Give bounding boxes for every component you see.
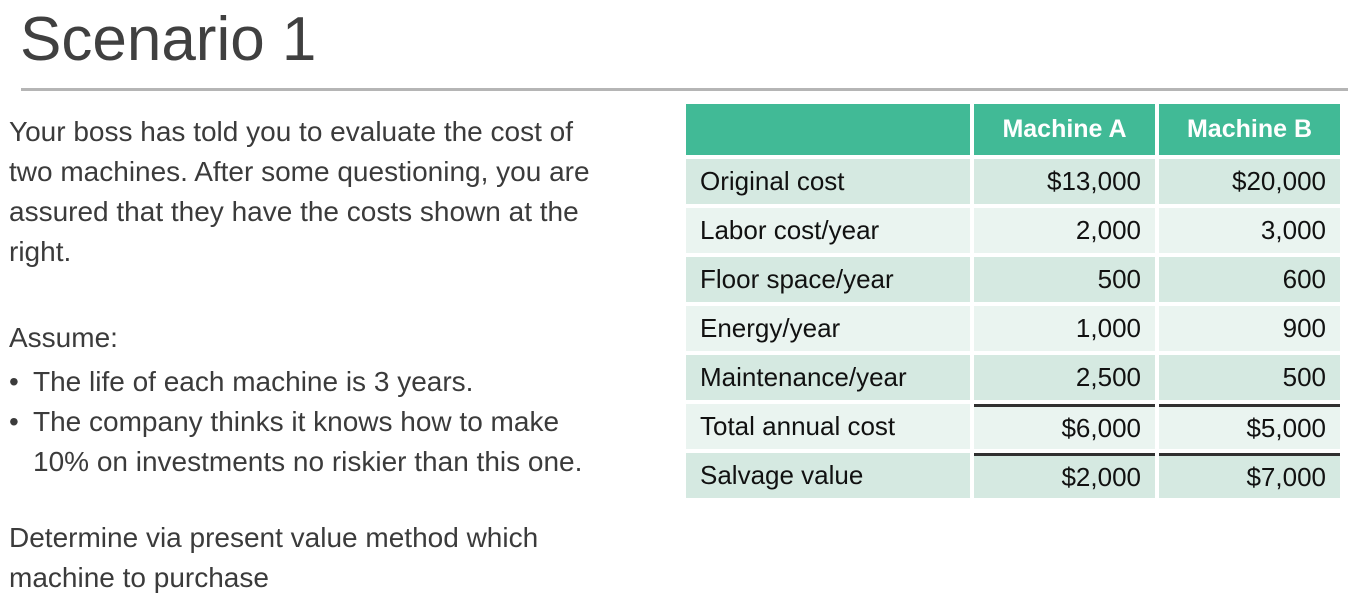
body-text-block: Your boss has told you to evaluate the c… <box>9 112 654 598</box>
table-corner-cell <box>686 104 970 155</box>
row-label: Salvage value <box>686 453 970 498</box>
row-label: Maintenance/year <box>686 355 970 400</box>
page-title: Scenario 1 <box>20 5 317 74</box>
machine-a-value: $13,000 <box>974 159 1155 204</box>
bullet-icon: • <box>9 406 19 437</box>
machine-a-value: 2,000 <box>974 208 1155 253</box>
machine-b-value: $20,000 <box>1159 159 1340 204</box>
assumption-list: • The life of each machine is 3 years. •… <box>9 362 654 482</box>
machine-b-value: $7,000 <box>1159 453 1340 498</box>
column-header-machine-b: Machine B <box>1159 104 1340 155</box>
assumption-text: The life of each machine is 3 years. <box>33 366 474 397</box>
task-paragraph: Determine via present value method which… <box>9 522 539 593</box>
list-item: • The company thinks it knows how to mak… <box>9 402 654 482</box>
intro-paragraph: Your boss has told you to evaluate the c… <box>9 116 590 267</box>
bullet-icon: • <box>9 366 19 397</box>
assumption-text: The company thinks it knows how to make … <box>33 406 583 477</box>
title-divider <box>21 88 1348 91</box>
row-label: Floor space/year <box>686 257 970 302</box>
machine-b-value: 900 <box>1159 306 1340 351</box>
row-label: Labor cost/year <box>686 208 970 253</box>
assume-heading: Assume: <box>9 322 118 353</box>
machine-b-value: 600 <box>1159 257 1340 302</box>
machine-a-value: 2,500 <box>974 355 1155 400</box>
machine-b-value: 3,000 <box>1159 208 1340 253</box>
column-header-machine-a: Machine A <box>974 104 1155 155</box>
machine-b-value: $5,000 <box>1159 404 1340 449</box>
row-label: Energy/year <box>686 306 970 351</box>
list-item: • The life of each machine is 3 years. <box>9 362 654 402</box>
row-label: Original cost <box>686 159 970 204</box>
machine-a-value: $6,000 <box>974 404 1155 449</box>
machine-a-value: 500 <box>974 257 1155 302</box>
machine-a-value: $2,000 <box>974 453 1155 498</box>
cost-comparison-table: Machine A Machine B Original cost $13,00… <box>686 104 1340 498</box>
machine-b-value: 500 <box>1159 355 1340 400</box>
machine-a-value: 1,000 <box>974 306 1155 351</box>
row-label: Total annual cost <box>686 404 970 449</box>
